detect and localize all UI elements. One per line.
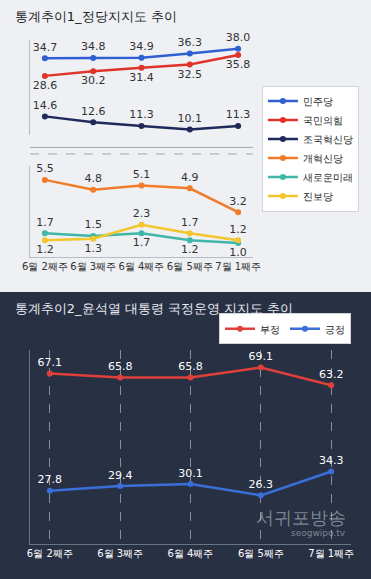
- svg-text:29.4: 29.4: [108, 469, 132, 482]
- svg-text:1.2: 1.2: [36, 243, 54, 256]
- svg-text:6월 5째주: 6월 5째주: [238, 548, 284, 559]
- svg-text:11.3: 11.3: [129, 108, 154, 121]
- svg-text:7월 1째주: 7월 1째주: [308, 548, 354, 559]
- svg-text:32.5: 32.5: [178, 68, 203, 81]
- svg-text:27.8: 27.8: [38, 473, 63, 486]
- svg-text:38.0: 38.0: [226, 31, 251, 44]
- svg-text:34.8: 34.8: [81, 40, 106, 53]
- svg-text:30.1: 30.1: [178, 467, 203, 480]
- svg-text:28.6: 28.6: [33, 79, 58, 92]
- svg-text:65.8: 65.8: [178, 360, 203, 373]
- svg-text:6월 5째주: 6월 5째주: [167, 261, 213, 272]
- svg-text:6월 2째주: 6월 2째주: [27, 548, 73, 559]
- svg-text:1.5: 1.5: [84, 218, 102, 231]
- svg-text:5.5: 5.5: [36, 162, 54, 175]
- svg-text:새로운미래: 새로운미래: [303, 172, 353, 183]
- svg-text:1.7: 1.7: [181, 216, 199, 229]
- svg-text:4.8: 4.8: [84, 172, 102, 185]
- svg-text:seogwipo.tv: seogwipo.tv: [291, 528, 346, 538]
- svg-text:14.6: 14.6: [33, 99, 58, 112]
- svg-text:34.3: 34.3: [319, 454, 344, 467]
- svg-text:65.8: 65.8: [108, 360, 132, 373]
- svg-text:6월 2째주: 6월 2째주: [22, 261, 68, 272]
- svg-text:6월 4째주: 6월 4째주: [119, 261, 165, 272]
- svg-text:1.7: 1.7: [133, 236, 151, 249]
- svg-text:1.3: 1.3: [84, 242, 102, 255]
- svg-text:11.3: 11.3: [226, 108, 251, 121]
- svg-text:국민의힘: 국민의힘: [303, 115, 343, 126]
- svg-text:1.0: 1.0: [229, 246, 247, 259]
- svg-text:개혁신당: 개혁신당: [303, 153, 343, 164]
- svg-text:34.9: 34.9: [129, 40, 154, 53]
- svg-text:조국혁신당: 조국혁신당: [303, 134, 353, 145]
- svg-text:2.3: 2.3: [133, 207, 151, 220]
- svg-text:통계추이1_정당지지도 추이: 통계추이1_정당지지도 추이: [15, 9, 177, 24]
- svg-text:진보당: 진보당: [303, 191, 333, 202]
- svg-text:통계추이2_윤석열 대통령 국정운영 지지도 추이: 통계추이2_윤석열 대통령 국정운영 지지도 추이: [15, 301, 293, 316]
- svg-text:30.2: 30.2: [81, 74, 106, 87]
- svg-text:26.3: 26.3: [249, 478, 274, 491]
- svg-text:3.2: 3.2: [229, 195, 247, 208]
- svg-text:6월 3째주: 6월 3째주: [97, 548, 143, 559]
- svg-text:6월 4째주: 6월 4째주: [168, 548, 214, 559]
- svg-text:1.2: 1.2: [181, 243, 199, 256]
- svg-text:부정: 부정: [260, 324, 280, 335]
- svg-text:긍정: 긍정: [325, 324, 345, 335]
- svg-text:7월 1째주: 7월 1째주: [215, 261, 261, 272]
- svg-text:36.3: 36.3: [178, 36, 203, 49]
- svg-text:6월 3째주: 6월 3째주: [70, 261, 116, 272]
- svg-text:1.7: 1.7: [36, 216, 54, 229]
- svg-text:12.6: 12.6: [81, 105, 106, 118]
- svg-text:67.1: 67.1: [38, 356, 63, 369]
- svg-text:34.7: 34.7: [33, 41, 58, 54]
- svg-text:4.9: 4.9: [181, 171, 199, 184]
- svg-text:서귀포방송: 서귀포방송: [256, 507, 346, 528]
- svg-text:10.1: 10.1: [178, 112, 203, 125]
- svg-text:69.1: 69.1: [249, 350, 274, 363]
- svg-text:민주당: 민주당: [303, 96, 333, 107]
- svg-text:63.2: 63.2: [319, 368, 344, 381]
- svg-text:1.2: 1.2: [229, 223, 247, 236]
- svg-text:5.1: 5.1: [133, 168, 151, 181]
- svg-text:31.4: 31.4: [129, 71, 154, 84]
- svg-text:35.8: 35.8: [226, 58, 251, 71]
